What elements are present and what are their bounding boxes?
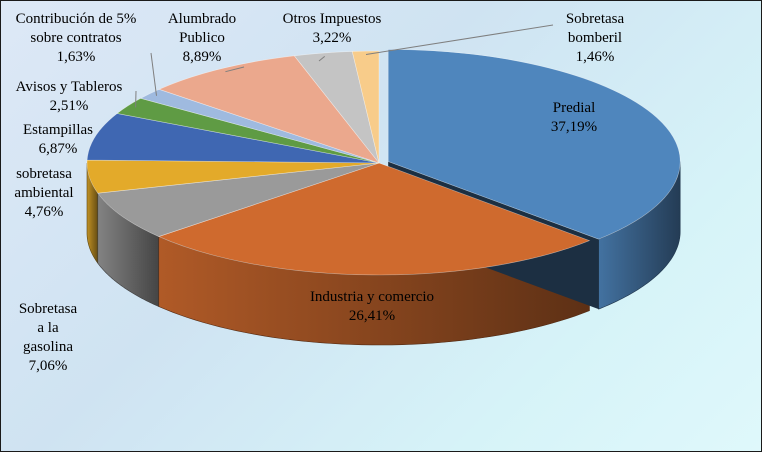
- leader-lines: [135, 24, 554, 108]
- label-sobretasa-ambiental-line-0: sobretasa: [16, 166, 72, 182]
- leader-contribucion-de-5-sobre-contratos: [150, 52, 157, 96]
- label-sobretasa-bomberil-value: 1,46%: [576, 49, 615, 65]
- slice-industria-y-comercio[interactable]: [157, 162, 591, 276]
- data-labels: Predial 37,19% Industria y comercio 26,41% S…: [14, 11, 624, 374]
- label-alumbrado-publico-line-1: Publico: [179, 30, 225, 46]
- pie-tops: [86, 49, 681, 276]
- label-sobretasa-ambiental-value: 4,76%: [25, 204, 64, 220]
- label-otros-impuestos-value: 3,22%: [313, 30, 352, 46]
- label-sobretasa-a-la-gasolina-line-1: a la: [37, 320, 59, 336]
- label-alumbrado-publico-line-0: Alumbrado: [168, 11, 236, 27]
- label-contribucion-de-5-sobre-contratos-value: 1,63%: [57, 49, 96, 65]
- slice-predial[interactable]: [387, 49, 681, 240]
- label-industria-y-comercio-line-0: Industria y comercio: [310, 289, 434, 305]
- label-predial-line-0: Predial: [553, 100, 596, 116]
- label-sobretasa-bomberil-line-0: Sobretasa: [566, 11, 625, 27]
- label-contribucion-de-5-sobre-contratos-line-1: sobre contratos: [30, 30, 121, 46]
- label-avisos-y-tableros-value: 2,51%: [50, 98, 89, 114]
- label-industria-y-comercio-value: 26,41%: [349, 308, 395, 324]
- label-sobretasa-bomberil-line-1: bomberil: [568, 30, 622, 46]
- slice-estampillas[interactable]: [86, 113, 380, 164]
- label-predial-value: 37,19%: [551, 119, 597, 135]
- leader-otros-impuestos: [318, 56, 326, 62]
- leader-alumbrado-publico: [225, 66, 245, 73]
- label-sobretasa-a-la-gasolina-value: 7,06%: [29, 358, 68, 374]
- slice-alumbrado-publico[interactable]: [158, 55, 380, 164]
- label-estampillas-value: 6,87%: [39, 141, 78, 157]
- leader-sobretasa-bomberil: [365, 24, 554, 55]
- slice-sobretasa-a-la-gasolina[interactable]: [97, 162, 380, 237]
- slice-sobretasa-bomberil[interactable]: [351, 50, 380, 164]
- label-alumbrado-publico-value: 8,89%: [183, 49, 222, 65]
- label-estampillas-line-0: Estampillas: [23, 122, 93, 138]
- label-avisos-y-tableros-line-0: Avisos y Tableros: [16, 79, 123, 95]
- label-sobretasa-a-la-gasolina-line-0: Sobretasa: [19, 301, 78, 317]
- label-sobretasa-a-la-gasolina-line-2: gasolina: [23, 339, 73, 355]
- label-otros-impuestos-line-0: Otros Impuestos: [283, 11, 382, 27]
- label-sobretasa-ambiental-line-1: ambiental: [14, 185, 73, 201]
- label-contribucion-de-5-sobre-contratos-line-0: Contribución de 5%: [16, 11, 137, 27]
